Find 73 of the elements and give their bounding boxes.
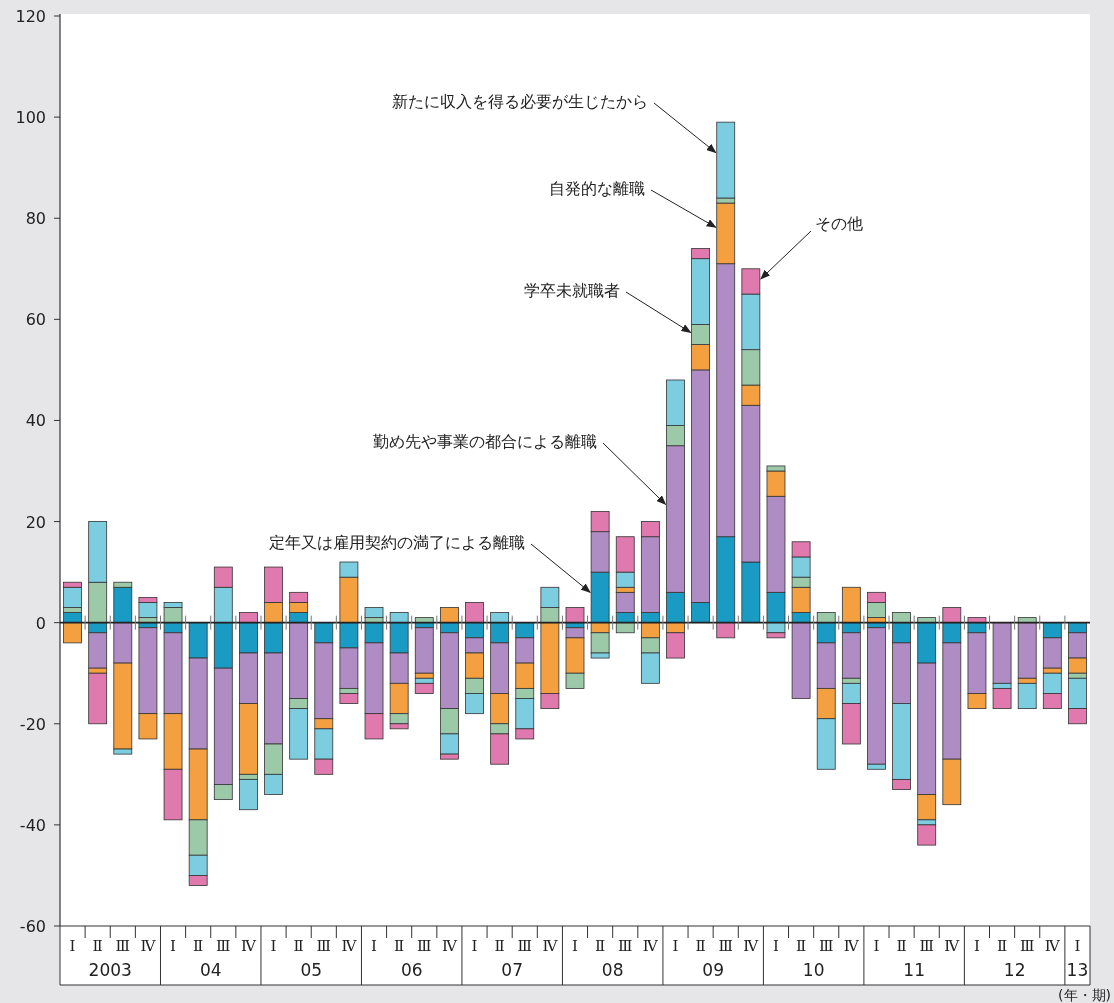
text: 08	[601, 960, 624, 980]
text: 04	[199, 960, 222, 980]
y-tick-label: 80	[25, 209, 46, 229]
y-tick-label: 120	[15, 7, 46, 26]
x-tick-label: Ⅲ	[316, 937, 332, 955]
y-tick-label: 60	[25, 310, 46, 330]
x-tick-label: Ⅱ	[996, 937, 1008, 955]
bar	[414, 682, 434, 694]
x-tick-label: Ⅳ	[341, 937, 358, 955]
x-tick-label: Ⅰ	[69, 937, 76, 955]
x-tick-label: Ⅰ	[1074, 937, 1081, 955]
x-tick-label: Ⅱ	[796, 937, 807, 955]
text: 2003	[88, 960, 132, 980]
y-tick-label: -40	[19, 815, 46, 835]
x-tick-label: Ⅲ	[1019, 937, 1035, 955]
x-tick-label: Ⅰ	[270, 937, 277, 955]
x-tick-label: Ⅱ	[595, 937, 606, 955]
bar	[364, 607, 384, 619]
x-tick-label: Ⅳ	[240, 937, 257, 955]
y-tick-label: 40	[25, 411, 46, 431]
x-tick-label: Ⅳ	[944, 937, 961, 955]
bar	[992, 687, 1012, 710]
x-tick-label: Ⅳ	[642, 937, 659, 955]
x-tick-label: Ⅲ	[818, 937, 834, 955]
x-tick-label: Ⅰ	[672, 937, 679, 955]
x-tick-label: Ⅲ	[216, 937, 231, 955]
x-tick-label: Ⅱ	[193, 937, 204, 955]
y-tick-label: -60	[19, 917, 46, 936]
x-tick-label: Ⅳ	[441, 937, 458, 955]
bar	[1017, 682, 1037, 710]
text: 05	[300, 960, 323, 980]
x-tick-label: Ⅳ	[843, 937, 860, 955]
x-tick-label: Ⅲ	[718, 937, 733, 955]
x-tick-label: Ⅱ	[494, 937, 505, 955]
x-tick-label: Ⅰ	[973, 937, 980, 955]
bar	[565, 607, 585, 624]
x-tick-label: Ⅲ	[517, 937, 532, 955]
text: 06	[400, 960, 423, 980]
x-tick-label: Ⅱ	[896, 937, 907, 955]
text: 11	[903, 960, 925, 980]
bar	[88, 672, 108, 725]
y-tick-label: 0	[35, 613, 46, 633]
text: 13	[1066, 960, 1089, 980]
x-tick-label: Ⅰ	[471, 937, 478, 955]
x-tick-label: Ⅲ	[618, 937, 633, 955]
x-tick-label: Ⅳ	[1044, 937, 1061, 955]
x-tick-label: Ⅰ	[773, 937, 780, 955]
y-tick-label: 100	[15, 108, 46, 128]
x-tick-label: Ⅳ	[140, 937, 157, 955]
x-tick-label: Ⅰ	[873, 937, 880, 955]
text: 12	[1003, 960, 1026, 980]
x-tick-label: Ⅱ	[695, 937, 706, 955]
text: 勤め先や事業の都合による離職	[373, 432, 597, 451]
bar	[414, 627, 434, 674]
x-tick-label: Ⅲ	[919, 937, 934, 955]
x-tick-label: Ⅲ	[417, 937, 432, 955]
x-tick-label: Ⅱ	[293, 937, 304, 955]
text: 10	[802, 960, 825, 980]
x-tick-label: Ⅰ	[371, 937, 378, 955]
text: (年・期)	[1058, 987, 1111, 1003]
x-tick-label: Ⅲ	[115, 937, 131, 955]
x-tick-label: Ⅱ	[394, 937, 405, 955]
x-tick-label: Ⅰ	[170, 937, 177, 955]
bar	[239, 778, 258, 811]
y-tick-label: 20	[25, 512, 46, 532]
x-tick-label: Ⅱ	[92, 937, 103, 955]
bar	[992, 622, 1012, 684]
text: 07	[501, 960, 524, 980]
x-tick-label: Ⅳ	[743, 937, 760, 955]
x-tick-label: Ⅳ	[542, 937, 559, 955]
y-tick-label: -20	[19, 714, 46, 734]
x-tick-label: Ⅰ	[572, 937, 579, 955]
text: 09	[702, 960, 724, 980]
